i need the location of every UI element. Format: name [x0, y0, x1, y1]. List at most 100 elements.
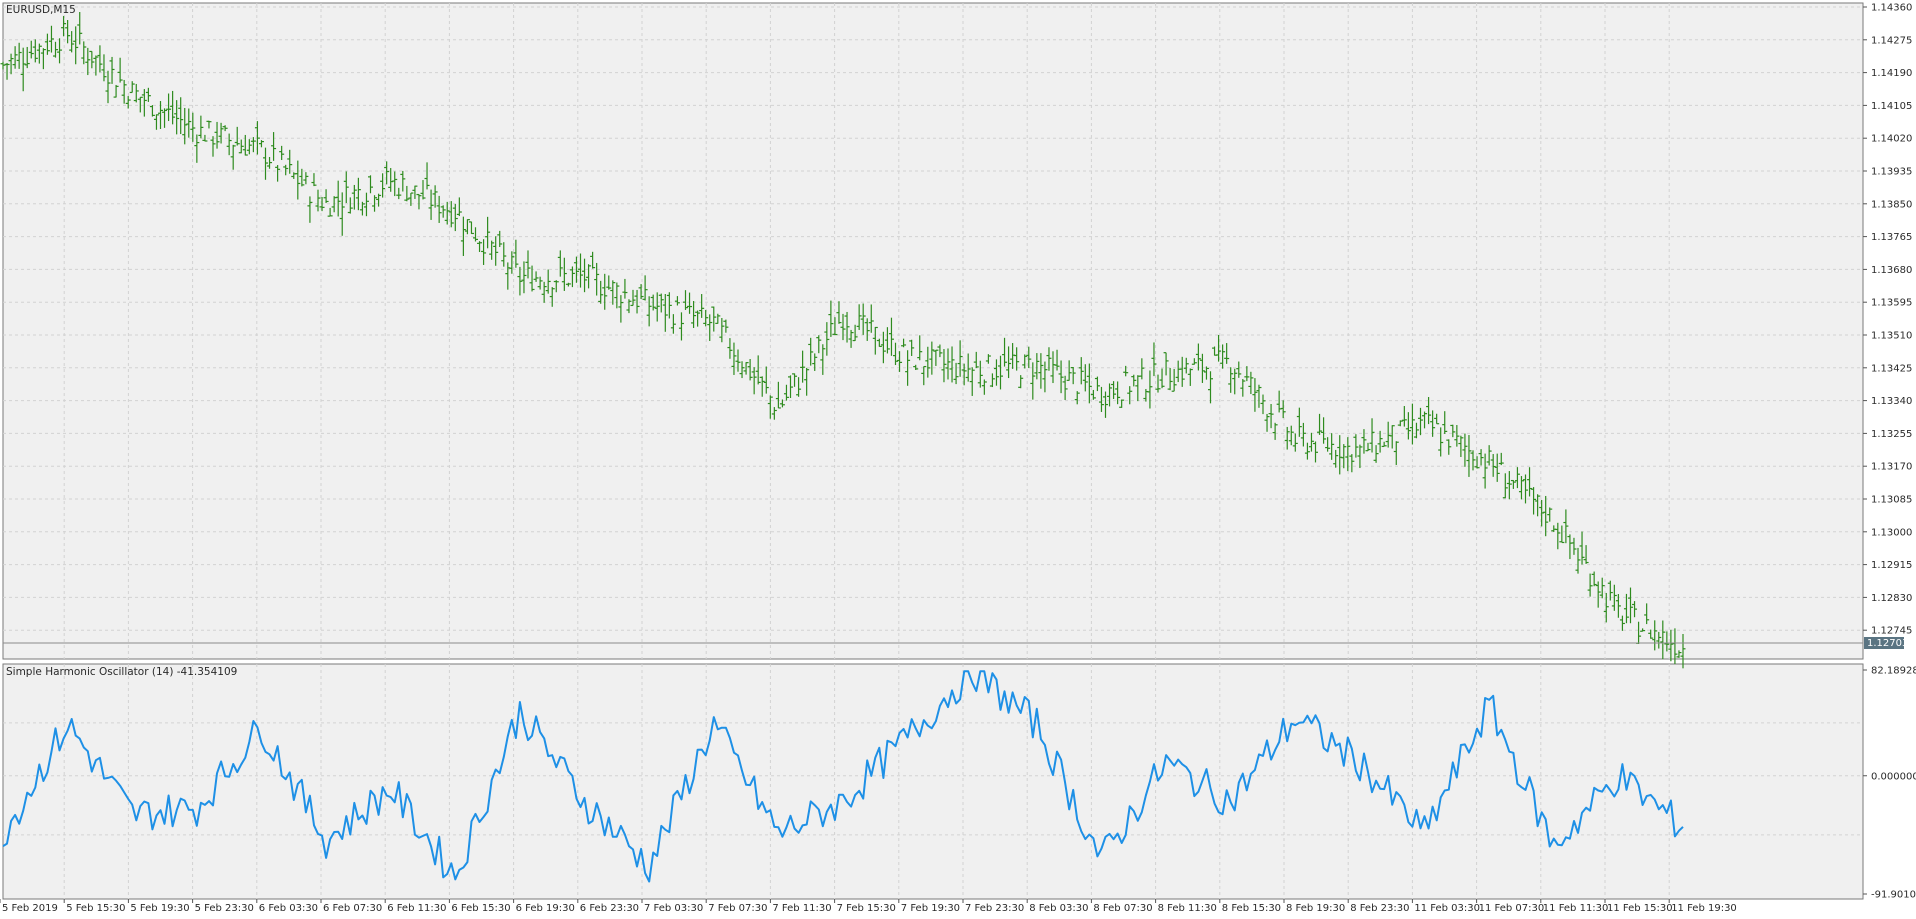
- price-bar: [464, 219, 470, 235]
- price-bar: [501, 242, 507, 267]
- time-axis-label: 6 Feb 15:30: [451, 903, 510, 914]
- price-bar: [1090, 389, 1096, 400]
- price-bar: [905, 350, 911, 386]
- price-bar: [295, 160, 301, 200]
- price-bar: [1026, 346, 1032, 369]
- price-bar: [848, 329, 854, 348]
- price-bar: [582, 258, 588, 293]
- price-bar: [182, 107, 188, 145]
- price-bar: [1547, 507, 1553, 522]
- time-axis-label: 7 Feb 07:30: [708, 903, 767, 914]
- price-bar: [1216, 334, 1222, 362]
- price-bar: [408, 192, 414, 206]
- price-bar: [961, 363, 967, 386]
- price-bar: [40, 48, 46, 70]
- oscillator-panel-background: [2, 663, 1864, 900]
- price-bar: [246, 139, 252, 155]
- price-bar: [965, 353, 971, 382]
- price-bar: [153, 114, 159, 130]
- price-bar: [1535, 494, 1541, 517]
- price-bar: [1619, 615, 1625, 631]
- axis-labels-layer: 1.14360 1.14275 1.14190 1.14105 1.14020 1.139…: [0, 3, 1916, 914]
- price-bar: [1494, 453, 1500, 482]
- price-bar: [412, 185, 418, 199]
- price-bar: [1498, 452, 1504, 466]
- price-bar: [650, 294, 656, 311]
- price-bar: [998, 355, 1003, 390]
- price-bar: [779, 399, 785, 408]
- price-bar: [525, 250, 531, 279]
- price-bar: [145, 87, 151, 102]
- price-bar: [468, 221, 474, 235]
- price-bar: [424, 162, 430, 190]
- price-bar: [707, 314, 713, 341]
- price-bar: [836, 301, 842, 324]
- price-bar: [1058, 360, 1064, 394]
- price-bar: [606, 275, 612, 290]
- price-bar: [456, 197, 462, 217]
- price-bar: [436, 195, 442, 223]
- osc-axis-label: 0.000000: [1871, 771, 1916, 782]
- price-bar: [380, 173, 386, 198]
- price-bar: [1377, 430, 1383, 453]
- price-bar: [1240, 379, 1246, 397]
- price-bar: [626, 299, 632, 314]
- price-bar: [683, 290, 688, 310]
- time-axis-label: 11 Feb 19:30: [1671, 903, 1737, 914]
- price-bar: [1413, 422, 1419, 439]
- price-bar: [1151, 342, 1157, 377]
- time-axis-label: 11 Feb 11:30: [1543, 903, 1609, 914]
- price-bar: [1470, 450, 1476, 471]
- price-bar: [937, 344, 943, 358]
- price-bar: [258, 140, 264, 148]
- price-bar: [945, 348, 951, 380]
- price-bar: [1482, 453, 1488, 489]
- osc-axis-label: 82.189288: [1871, 666, 1916, 677]
- price-bar: [1345, 437, 1351, 472]
- price-bar: [178, 97, 184, 135]
- price-bar: [48, 25, 54, 53]
- price-bar: [368, 175, 373, 194]
- price-bar: [141, 89, 147, 117]
- price-bar: [1603, 592, 1609, 623]
- time-axis-label: 6 Feb 19:30: [516, 903, 575, 914]
- price-bar: [65, 20, 71, 44]
- price-bar: [723, 319, 729, 333]
- price-bar: [497, 230, 503, 248]
- price-bar: [1518, 476, 1524, 500]
- price-bar: [1466, 435, 1472, 477]
- price-bar: [816, 335, 822, 354]
- price-bar: [1478, 449, 1484, 466]
- price-bar: [703, 309, 709, 327]
- oscillator-line-layer: [2, 670, 1684, 883]
- time-axis-label: 7 Feb 23:30: [965, 903, 1024, 914]
- price-bar: [1062, 375, 1068, 400]
- price-bar: [0, 61, 6, 70]
- price-bar: [303, 172, 309, 185]
- price-bar: [856, 304, 862, 330]
- current-price-tag-box: [1864, 637, 1904, 649]
- price-bar: [8, 53, 14, 75]
- price-bar: [1474, 456, 1480, 469]
- price-axis-label: 1.12915: [1871, 560, 1912, 571]
- price-bar: [137, 96, 143, 113]
- price-bar: [493, 236, 499, 266]
- price-bar: [1296, 407, 1302, 437]
- price-bar: [460, 216, 466, 256]
- price-bar: [1264, 413, 1270, 432]
- price-bar: [1405, 412, 1411, 440]
- price-bar: [711, 306, 717, 332]
- price-bar: [359, 201, 365, 216]
- symbol-label: EURUSD,M15: [6, 4, 76, 16]
- price-bar: [1147, 370, 1153, 409]
- price-bar: [420, 180, 426, 200]
- price-bar: [759, 376, 765, 397]
- price-bar: [69, 31, 75, 53]
- price-bar: [1418, 407, 1423, 436]
- price-bar: [921, 365, 927, 386]
- price-bar: [1587, 573, 1593, 597]
- price-bar: [101, 54, 107, 82]
- price-bar: [771, 407, 777, 420]
